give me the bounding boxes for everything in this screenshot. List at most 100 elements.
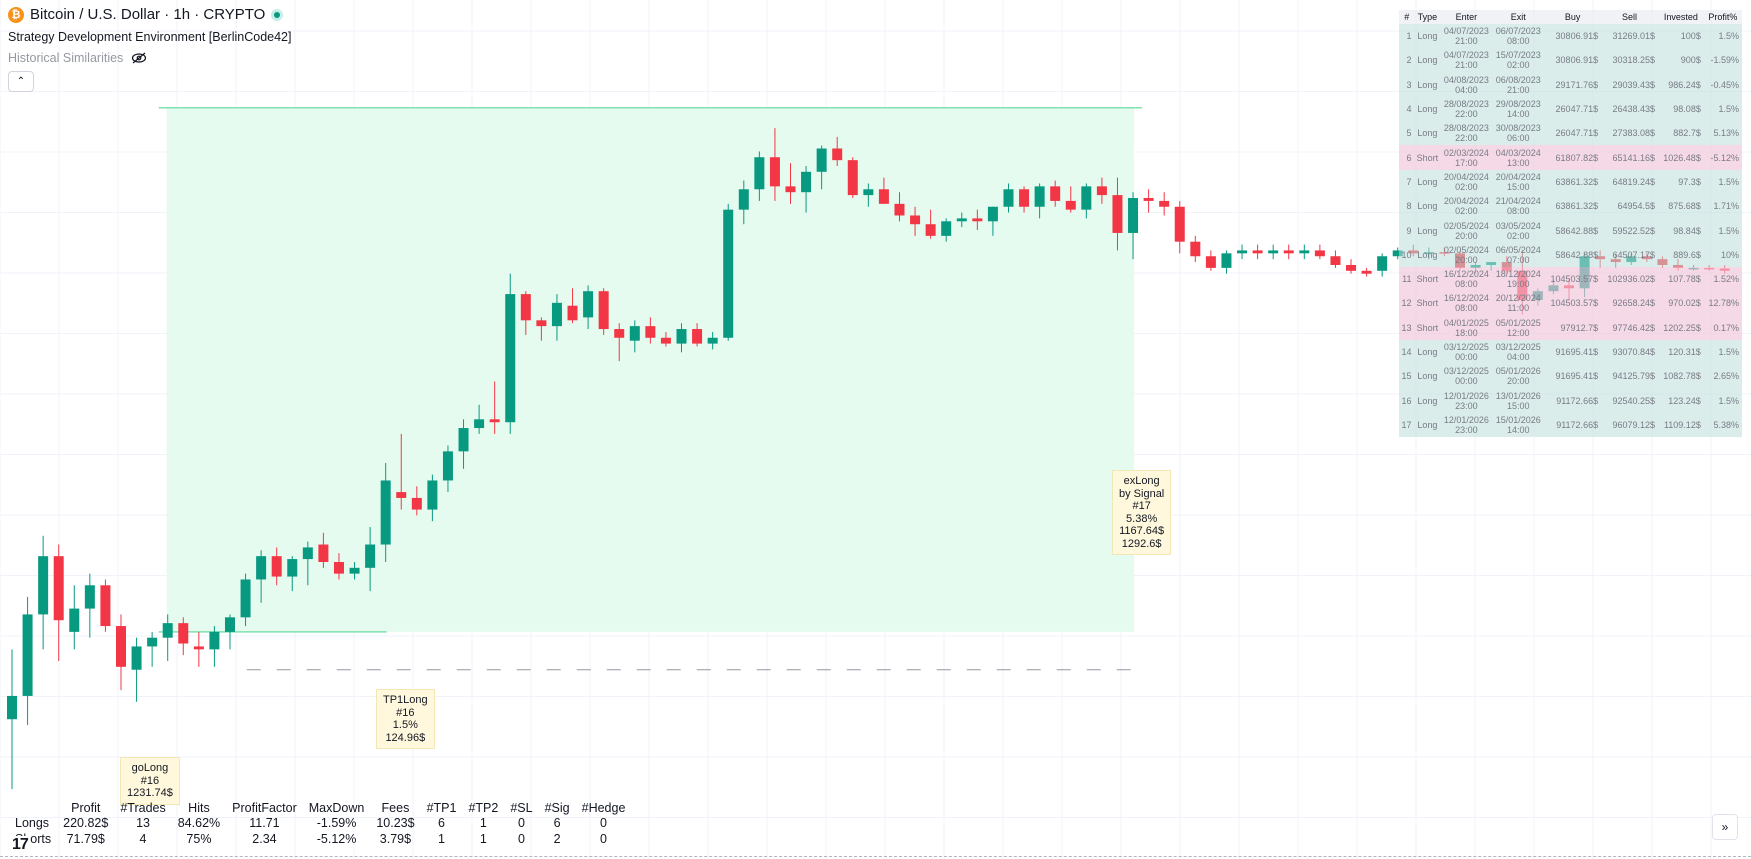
candle-body [941, 221, 952, 236]
stats-cell: Longs [15, 816, 50, 830]
candle-body [754, 157, 765, 190]
strategy-name[interactable]: Strategy Development Environment [Berlin… [8, 30, 292, 44]
trade-cell: 26047.71$ [1544, 96, 1602, 122]
trade-cell: 12.78% [1703, 291, 1742, 316]
trade-cell: -0.45% [1703, 72, 1742, 97]
candle-body [1392, 250, 1403, 257]
trade-cell: Long [1414, 24, 1441, 49]
candle-body [1159, 200, 1170, 207]
trade-cell: 3 [1399, 72, 1415, 97]
golong-amount: 1231.74$ [127, 787, 173, 799]
trade-cell: 1026.48$ [1657, 145, 1704, 170]
eye-off-icon[interactable] [131, 52, 147, 64]
exlong-reason: by Signal [1119, 487, 1165, 500]
candle-body [583, 291, 594, 318]
stats-cell: 84.62% [177, 816, 221, 830]
stats-cell: 1 [479, 832, 487, 846]
trade-cell: 05/01/2025 12:00 [1492, 315, 1545, 340]
candle-body [333, 561, 344, 574]
collapse-button[interactable]: ⌃ [8, 71, 34, 92]
stats-cell: 13 [136, 816, 150, 830]
candle-body [1361, 270, 1372, 274]
trade-cell: 2.65% [1703, 364, 1742, 389]
trade-cell: 16 [1399, 388, 1415, 413]
trade-cell: 14 [1399, 339, 1415, 365]
trade-cell: 970.02$ [1657, 291, 1704, 316]
candle-body [1050, 186, 1061, 201]
trade-cell: 13 [1399, 315, 1415, 340]
tp1long-label: TP1Long #16 1.5% 124.96$ [376, 689, 435, 749]
trade-cell: 63861.32$ [1544, 169, 1602, 195]
candle-body [1174, 206, 1185, 242]
candle-body [832, 148, 843, 161]
trade-cell: 29039.43$ [1601, 72, 1658, 97]
double-chevron-right-icon: » [1721, 820, 1729, 834]
historical-label: Historical Similarities [8, 51, 124, 65]
trade-cell: 0.17% [1703, 315, 1742, 340]
golong-trade-no: #16 [140, 774, 160, 787]
bottom-divider [0, 856, 1751, 857]
trade-cell: 02/03/2024 17:00 [1440, 145, 1493, 170]
trade-cell: 06/05/2024 07:00 [1492, 242, 1545, 267]
trade-cell: 06/07/2023 08:00 [1492, 24, 1545, 49]
stats-col-header: Fees [381, 801, 410, 815]
stats-cell: 2.34 [252, 832, 277, 846]
candle-body [1081, 186, 1092, 210]
trade-cell: 986.24$ [1657, 72, 1704, 97]
candle-body [1065, 200, 1076, 210]
expand-button[interactable]: » [1712, 814, 1738, 840]
stats-col-header: #Trades [120, 801, 166, 815]
trade-cell: 15 [1399, 364, 1415, 389]
stats-cell: 220.82$ [63, 816, 109, 830]
trade-row: 15 Long 03/12/2025 00:00 05/01/2026 20:00 9169… [1399, 364, 1742, 389]
stats-cell: -5.12% [316, 832, 357, 846]
candle-body [801, 171, 812, 193]
trades-col-header: Profit% [1703, 10, 1742, 24]
candle-body [1143, 198, 1154, 201]
trade-cell: 12 [1399, 291, 1415, 316]
stats-cell: 3.79$ [379, 832, 412, 846]
candle-body [178, 623, 189, 644]
stats-table: Profit #Trades Hits ProfitFactor MaxDown Fees… [8, 801, 631, 847]
trade-cell: 11 [1399, 266, 1415, 292]
trade-cell: 92658.24$ [1601, 291, 1658, 316]
trade-cell: Long [1414, 169, 1441, 195]
trade-cell: 64954.5$ [1601, 194, 1658, 219]
trade-cell: 91695.41$ [1544, 364, 1602, 389]
trade-cell: 64507.17$ [1601, 242, 1658, 267]
trade-row: 16 Long 12/01/2026 23:00 13/01/2026 15:00 9117… [1399, 388, 1742, 413]
trade-cell: 1.71% [1703, 194, 1742, 219]
stats-row-longs: Longs 220.82$ 13 84.62% 11.71 -1.59% 10.23$ 6 1 0… [8, 815, 631, 831]
stats-cell: 10.23$ [376, 816, 415, 830]
candle-body [380, 480, 391, 545]
candle-body [365, 544, 376, 568]
stats-col-header [8, 801, 57, 815]
trade-cell: 1202.25$ [1657, 315, 1704, 340]
chevron-up-icon: ⌃ [16, 76, 26, 87]
candle-body [69, 608, 80, 632]
trade-cell: 1.5% [1703, 169, 1742, 195]
trades-col-header: Sell [1601, 10, 1658, 24]
trades-col-header: # [1399, 10, 1415, 24]
historical-similarities[interactable]: Historical Similarities [8, 51, 147, 65]
candle-body [442, 451, 453, 481]
candle-body [551, 302, 562, 327]
trade-cell: Long [1414, 72, 1441, 97]
candle-body [894, 203, 905, 216]
trade-cell: Long [1414, 96, 1441, 122]
trade-cell: 30318.25$ [1601, 48, 1658, 73]
trade-cell: Long [1414, 242, 1441, 267]
tradingview-logo[interactable]: 17 [10, 836, 30, 854]
trade-cell: 9 [1399, 218, 1415, 243]
trade-cell: 6 [1399, 145, 1415, 170]
trade-row: 13 Short 04/01/2025 18:00 05/01/2025 12:00 979… [1399, 315, 1742, 340]
stats-col-header: #SL [510, 801, 533, 815]
trade-cell: 107.78$ [1657, 266, 1704, 292]
trade-cell: 7 [1399, 169, 1415, 195]
chart-header: ₿ Bitcoin / U.S. Dollar · 1h · CRYPTO [8, 6, 284, 23]
stats-col-header: MaxDown [308, 801, 365, 815]
symbol-title[interactable]: Bitcoin / U.S. Dollar · 1h · CRYPTO [30, 6, 266, 23]
exlong-percent: 5.38% [1126, 512, 1158, 525]
trade-cell: 26438.43$ [1601, 96, 1658, 122]
